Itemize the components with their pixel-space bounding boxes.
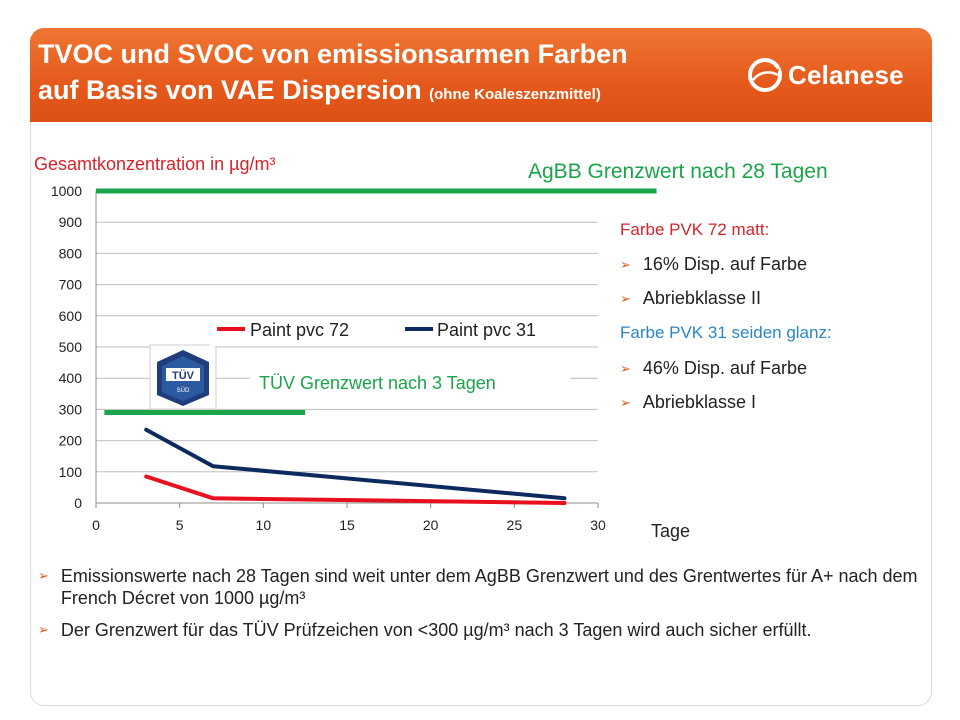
series-line-paint-31	[144, 427, 567, 501]
tuv-sud-badge-icon: TÜV SÜD	[149, 344, 217, 410]
y-tick-label: 200	[59, 433, 83, 449]
arrow-bullet-icon: ➢	[38, 622, 49, 637]
slide-title: TVOC und SVOC von emissionsarmen Farben …	[38, 36, 758, 113]
arrow-bullet-icon: ➢	[620, 291, 631, 306]
p31-bullet-1-text: 46% Disp. auf Farbe	[642, 358, 807, 378]
arrow-bullet-icon: ➢	[620, 395, 631, 410]
y-tick-label: 100	[59, 464, 83, 480]
x-axis-label: Tage	[651, 521, 690, 541]
y-tick-label: 900	[59, 214, 83, 230]
legend-label-paint-72: Paint pvc 72	[250, 320, 349, 340]
p72-bullet-2-text: Abriebklasse II	[642, 288, 761, 308]
y-tick-label: 300	[59, 401, 83, 417]
agbb-limit-label: AgBB Grenzwert nach 28 Tagen	[528, 160, 828, 183]
title-subtitle: (ohne Koaleszenzmittel)	[429, 86, 601, 103]
y-tick-label: 1000	[51, 183, 82, 199]
p31-bullet-1: ➢ 46% Disp. auf Farbe	[620, 358, 807, 379]
y-tick-label: 700	[59, 277, 83, 293]
x-tick-label: 5	[176, 517, 184, 533]
arrow-bullet-icon: ➢	[620, 361, 631, 376]
arrow-bullet-icon: ➢	[38, 568, 49, 583]
y-tick-label: 400	[59, 370, 83, 386]
chart-legend: Paint pvc 72 Paint pvc 31	[210, 318, 575, 346]
chart-series	[144, 427, 567, 505]
x-tick-label: 20	[423, 517, 439, 533]
x-tick-label: 25	[507, 517, 523, 533]
summary-bullet-1: ➢ Emissionswerte nach 28 Tagen sind weit…	[38, 565, 918, 609]
tuv-limit-label: TÜV Grenzwert nach 3 Tagen	[259, 373, 496, 393]
y-tick-label: 600	[59, 308, 83, 324]
p72-bullet-1: ➢ 16% Disp. auf Farbe	[620, 254, 807, 275]
reference-lines	[96, 188, 657, 416]
chart-axes: 0 100 200 300 400 500 600 700 800 900 1000 0 5 10 15 20…	[51, 183, 606, 533]
title-line-1: TVOC und SVOC von emissionsarmen Farben	[38, 39, 628, 69]
legend-label-paint-31: Paint pvc 31	[437, 320, 536, 340]
series-line-paint-72	[144, 474, 567, 505]
p31-heading: Farbe PVK 31 seiden glanz:	[620, 323, 832, 342]
celanese-swoosh-icon	[748, 58, 782, 92]
title-line-2: auf Basis von VAE Dispersion (ohne Koale…	[38, 72, 758, 113]
x-tick-label: 0	[92, 517, 100, 533]
y-tick-label: 500	[59, 339, 83, 355]
badge-text-top: TÜV	[172, 369, 195, 382]
badge-text-bottom: SÜD	[177, 387, 190, 394]
p31-bullet-2: ➢ Abriebklasse I	[620, 392, 756, 413]
p72-bullet-1-text: 16% Disp. auf Farbe	[642, 254, 807, 274]
p31-bullet-2-text: Abriebklasse I	[642, 392, 756, 412]
y-tick-label: 0	[74, 495, 82, 511]
arrow-bullet-icon: ➢	[620, 257, 631, 272]
summary-bullet-2-text: Der Grenzwert für das TÜV Prüfzeichen vo…	[60, 620, 812, 640]
p72-heading: Farbe PVK 72 matt:	[620, 220, 770, 239]
summary-bullet-1-text: Emissionswerte nach 28 Tagen sind weit u…	[60, 566, 918, 608]
y-tick-label: 800	[59, 245, 83, 261]
y-axis-label: Gesamtkonzentration in µg/m³	[34, 154, 275, 174]
summary-bullets: ➢ Emissionswerte nach 28 Tagen sind weit…	[38, 565, 918, 652]
p72-bullet-2: ➢ Abriebklasse II	[620, 288, 761, 309]
x-tick-label: 10	[256, 517, 272, 533]
title-line-2-main: auf Basis von VAE Dispersion	[38, 75, 422, 105]
x-tick-label: 30	[590, 517, 606, 533]
x-tick-label: 15	[339, 517, 355, 533]
summary-bullet-2: ➢ Der Grenzwert für das TÜV Prüfzeichen …	[38, 619, 918, 642]
logo-text: Celanese	[788, 59, 904, 90]
celanese-logo: Celanese	[748, 52, 918, 98]
